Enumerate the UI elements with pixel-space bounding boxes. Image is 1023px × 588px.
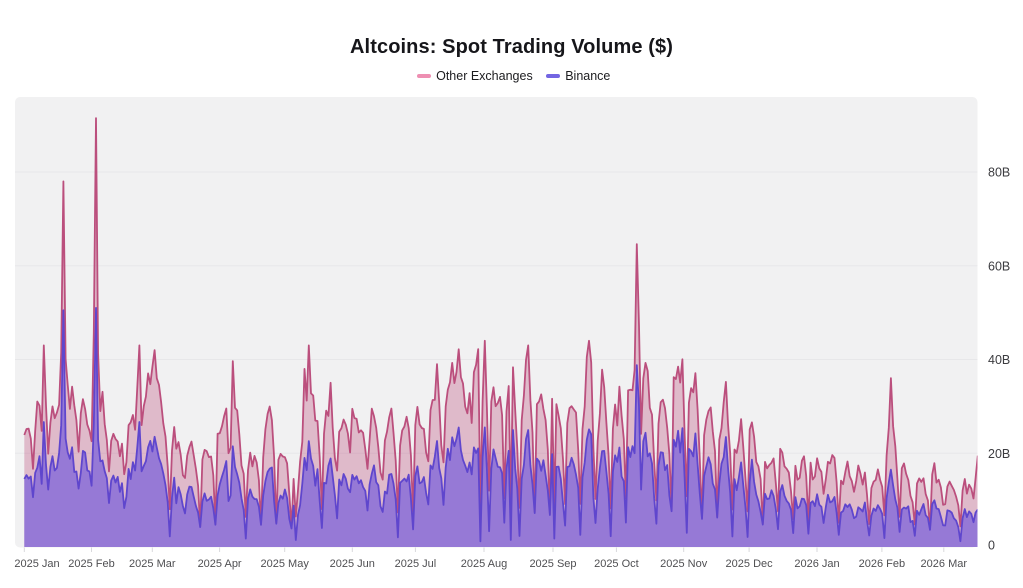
svg-text:2025 Jun: 2025 Jun: [330, 558, 375, 570]
svg-text:60B: 60B: [988, 259, 1010, 273]
svg-text:2025 Sep: 2025 Sep: [529, 558, 576, 570]
svg-text:2025 Nov: 2025 Nov: [660, 558, 708, 570]
svg-text:0: 0: [988, 539, 995, 553]
svg-text:2025 Jul: 2025 Jul: [395, 558, 437, 570]
svg-text:2025 Feb: 2025 Feb: [68, 558, 114, 570]
svg-text:2025 Jan: 2025 Jan: [14, 558, 59, 570]
svg-text:2025 Mar: 2025 Mar: [129, 558, 176, 570]
svg-text:2026 Feb: 2026 Feb: [859, 558, 905, 570]
svg-text:2026 Jan: 2026 Jan: [794, 558, 839, 570]
svg-text:2025 May: 2025 May: [261, 558, 310, 570]
svg-text:2025 Oct: 2025 Oct: [594, 558, 639, 570]
svg-text:2026 Mar: 2026 Mar: [921, 558, 968, 570]
svg-text:20B: 20B: [988, 447, 1010, 461]
svg-text:2025 Dec: 2025 Dec: [726, 558, 774, 570]
svg-text:2025 Apr: 2025 Apr: [198, 558, 242, 570]
svg-text:2025 Aug: 2025 Aug: [461, 558, 508, 570]
svg-text:40B: 40B: [988, 353, 1010, 367]
svg-text:80B: 80B: [988, 166, 1010, 180]
